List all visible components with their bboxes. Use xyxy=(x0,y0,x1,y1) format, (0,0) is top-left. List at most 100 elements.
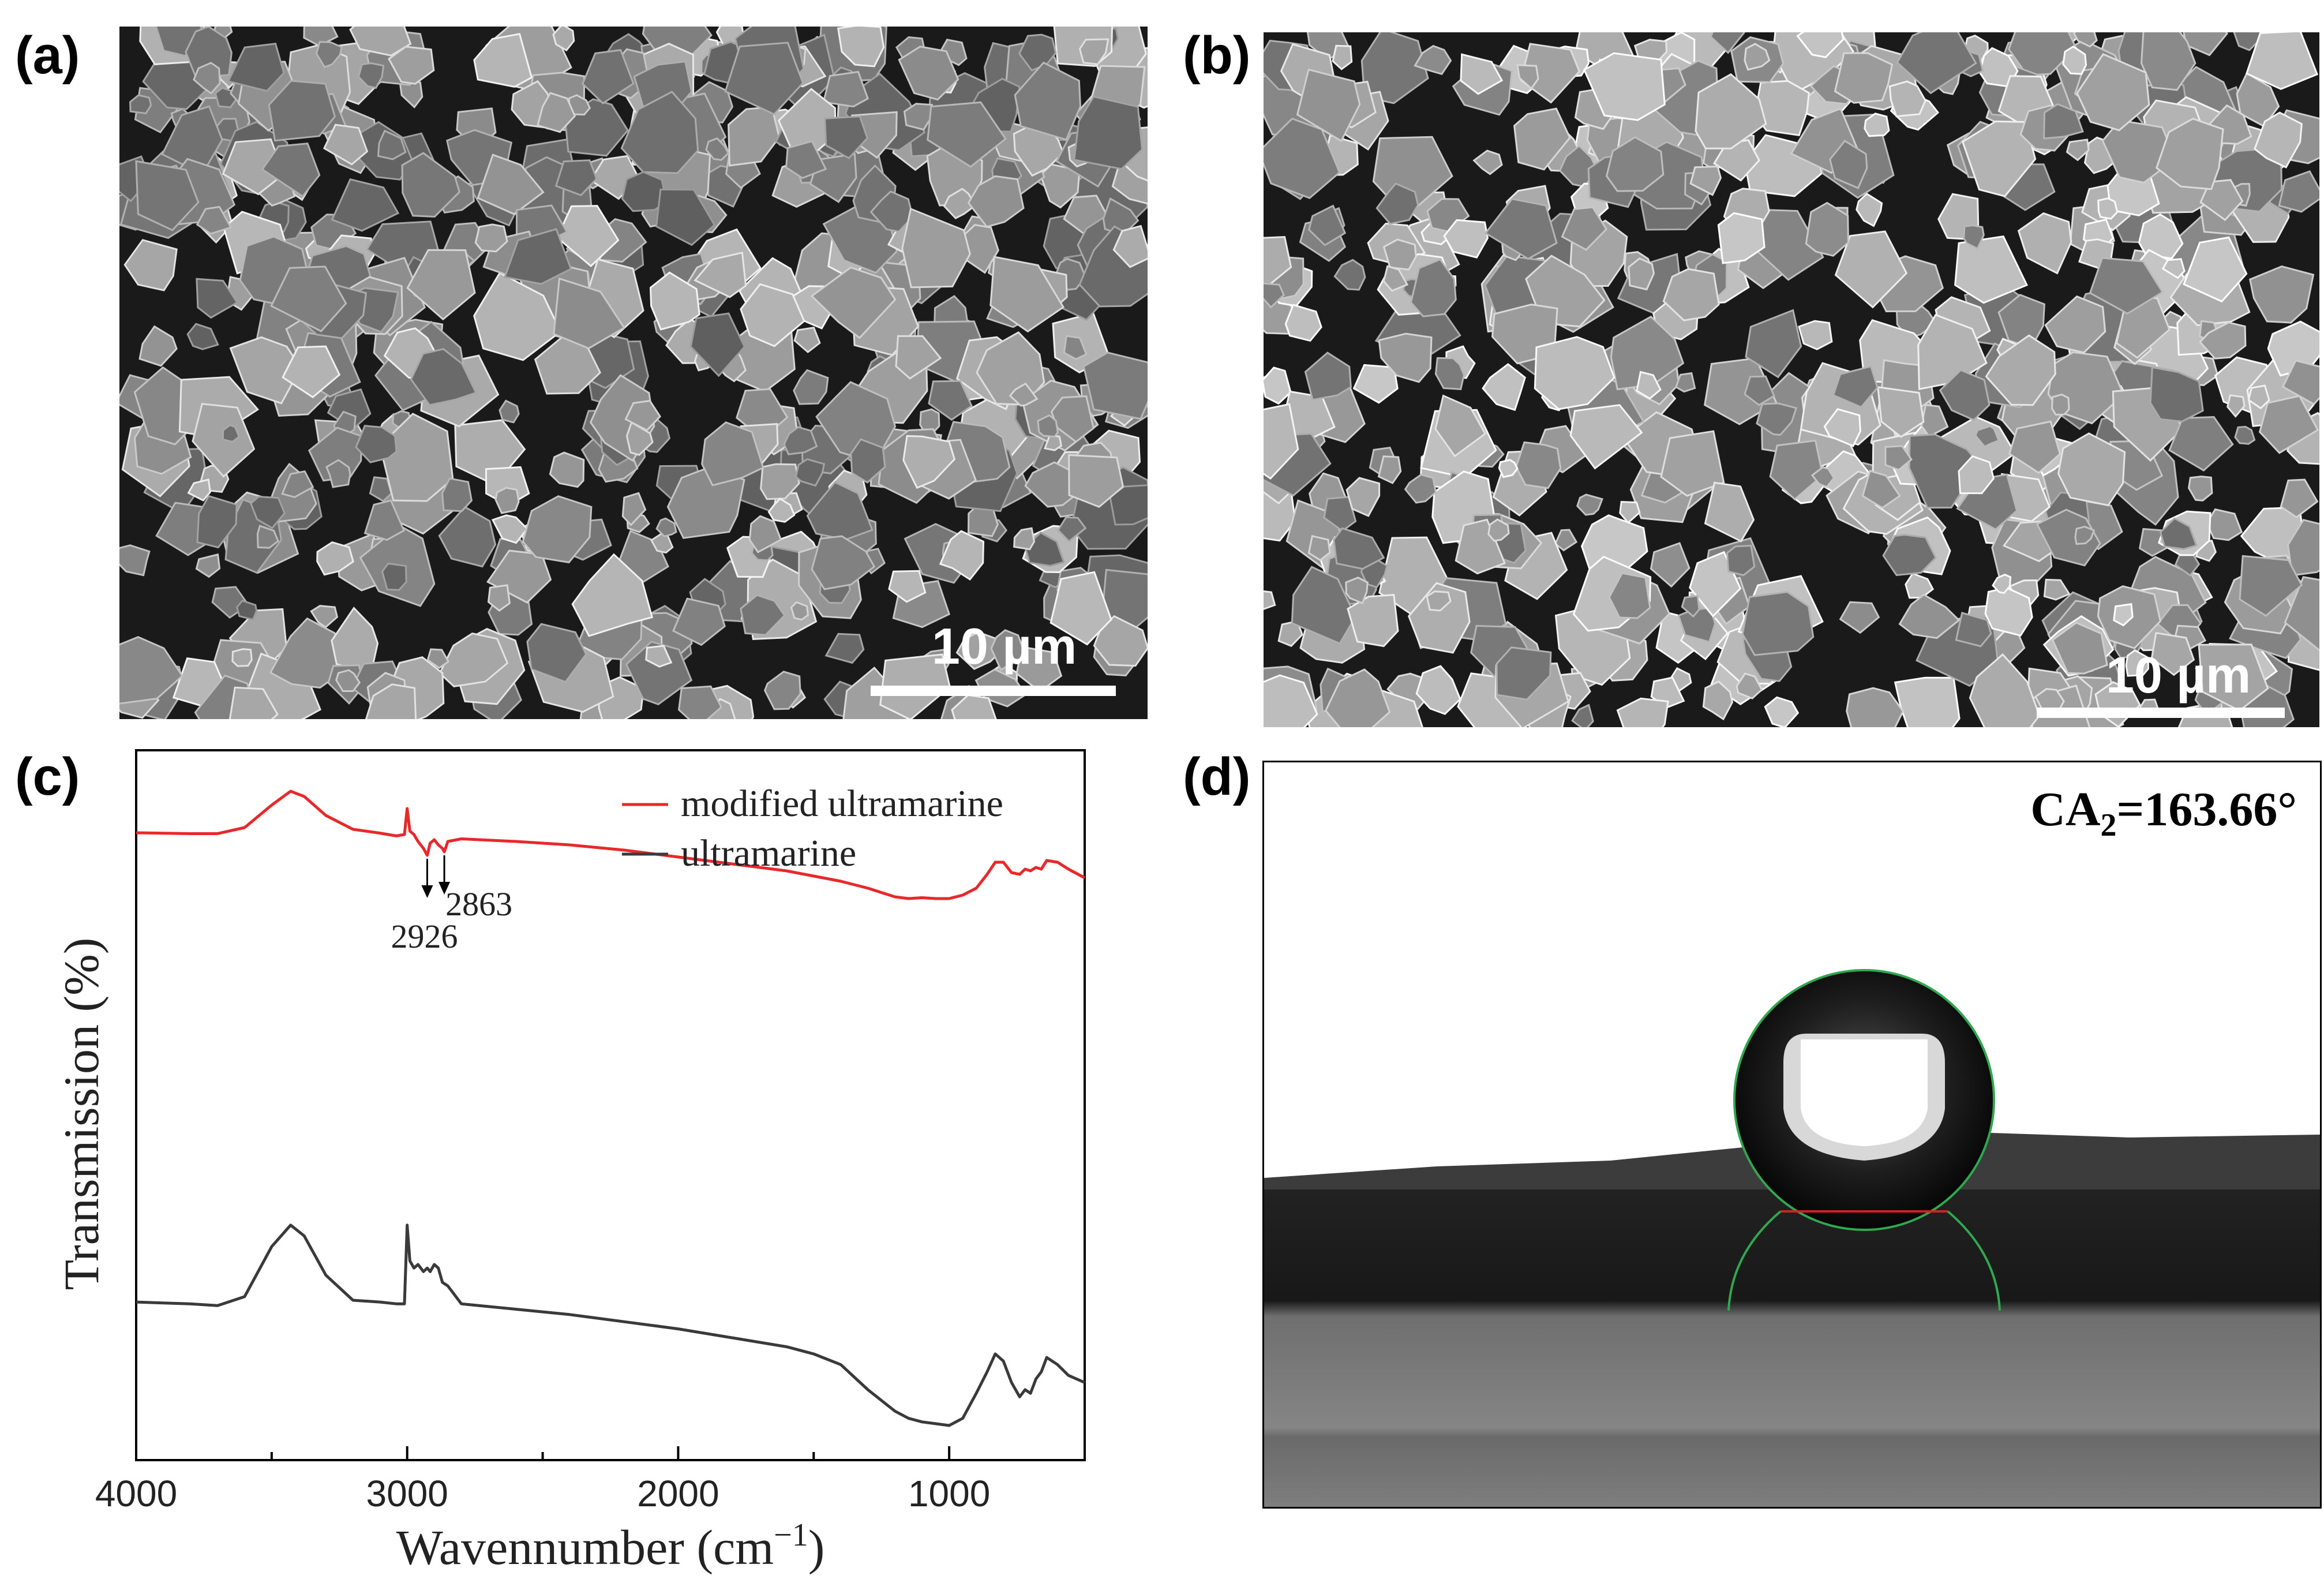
sem-particle xyxy=(767,497,796,523)
sem-particle xyxy=(2149,366,2204,422)
sem-particle xyxy=(1832,365,1879,409)
sem-particles-a xyxy=(119,27,1148,719)
sem-particle xyxy=(2278,170,2319,213)
sem-particle xyxy=(2125,649,2149,677)
sem-particle xyxy=(624,399,662,432)
sem-particle xyxy=(2076,53,2150,132)
sem-particle xyxy=(331,178,400,232)
sem-particle xyxy=(498,399,520,424)
sem-particle xyxy=(138,325,178,367)
sem-particle xyxy=(135,160,200,231)
sem-particle xyxy=(1333,527,1385,570)
sem-particle xyxy=(1798,320,1833,350)
sem-particle xyxy=(2036,508,2101,567)
sem-particle xyxy=(1414,44,1452,76)
sem-particle xyxy=(740,283,805,347)
sem-particle xyxy=(1905,572,1935,599)
sem-particle xyxy=(898,46,959,101)
sem-particle xyxy=(1382,265,1409,292)
sem-particle xyxy=(2089,257,2164,315)
sem-particle xyxy=(552,27,575,52)
sem-particle xyxy=(438,506,497,568)
series-line-modified-ultramarine xyxy=(136,790,1086,900)
sem-particle xyxy=(1014,61,1082,141)
sem-particle xyxy=(186,323,219,350)
sem-particle xyxy=(2246,32,2319,90)
sem-particle xyxy=(1745,309,1802,379)
sem-particle xyxy=(1616,697,1669,727)
sem-particle xyxy=(621,492,647,526)
sem-particle xyxy=(1050,395,1094,443)
sem-particle xyxy=(228,686,279,719)
sem-particle xyxy=(2281,360,2319,406)
sem-particle xyxy=(1284,304,1322,342)
sem-particles-b xyxy=(1264,32,2319,727)
sem-particle xyxy=(357,62,385,89)
sem-particle xyxy=(705,137,730,161)
x-tick-label: 3000 xyxy=(366,1473,448,1514)
sem-particle xyxy=(1068,454,1124,508)
sem-particle xyxy=(355,425,398,463)
sem-particle xyxy=(1628,257,1655,291)
sem-particle xyxy=(649,271,700,331)
sem-particle xyxy=(1619,500,1641,524)
sem-particle xyxy=(1571,704,1594,727)
panel-label-b: (b) xyxy=(1183,26,1251,85)
sem-particle xyxy=(1013,527,1036,551)
sem-particle xyxy=(888,570,927,603)
sem-particle xyxy=(2150,631,2195,676)
sem-particle xyxy=(2008,420,2061,474)
sem-particle xyxy=(2072,32,2098,48)
sem-particle xyxy=(1360,32,1429,104)
sem-particle xyxy=(1882,534,1937,577)
sem-particle xyxy=(620,91,699,174)
ftir-chart: 4000 3000 2000 1000 Transmission (%) Wavenn… xyxy=(54,749,1086,1575)
sem-particle xyxy=(1352,364,1399,404)
sem-particle xyxy=(315,40,343,69)
tangent-right xyxy=(1947,1210,2001,1311)
sem-particle xyxy=(1969,653,2041,727)
sem-particle xyxy=(1043,434,1063,451)
x-axis-tick-labels: 4000 3000 2000 1000 xyxy=(95,1473,991,1514)
sem-particle xyxy=(678,685,722,719)
sem-particle xyxy=(1702,680,1734,721)
sem-particle xyxy=(1861,470,1901,509)
sem-particle xyxy=(1513,107,1571,171)
sem-particle xyxy=(1482,363,1526,411)
sem-particle xyxy=(1662,268,1720,321)
sem-particle xyxy=(1495,646,1552,701)
sem-particle xyxy=(1516,64,1539,90)
sem-particle xyxy=(1291,566,1356,645)
sem-particle xyxy=(1049,571,1112,646)
sem-particle xyxy=(2113,603,2134,627)
x-tick-label: 1000 xyxy=(908,1473,990,1514)
sem-particle xyxy=(1710,32,1745,54)
sem-particle xyxy=(129,94,152,115)
sem-particle xyxy=(1304,351,1352,401)
sem-particle xyxy=(119,544,151,577)
sem-particle xyxy=(2008,32,2078,76)
sem-particle xyxy=(236,600,258,621)
sem-particle xyxy=(261,142,321,198)
sem-particle xyxy=(837,27,885,68)
sem-particle xyxy=(1460,53,1504,95)
sem-particle xyxy=(2247,384,2270,410)
sem-particle xyxy=(1037,414,1059,438)
sem-particle xyxy=(1472,149,1503,175)
sem-particle xyxy=(1487,518,1510,542)
sem-particle xyxy=(249,495,286,529)
sem-particle xyxy=(951,694,997,719)
sem-particle xyxy=(748,515,782,553)
sem-image-b: 10 µm xyxy=(1264,32,2319,727)
sem-particle xyxy=(2156,118,2224,190)
sem-particle xyxy=(1805,201,1850,257)
sem-particle xyxy=(195,553,221,578)
sem-particle xyxy=(1484,198,1558,260)
contact-angle-image: CA2=163.66° xyxy=(1262,761,2322,1509)
sem-particle xyxy=(1296,68,1361,143)
sem-particle xyxy=(571,553,654,637)
sem-particle xyxy=(1894,676,1961,727)
sem-particle xyxy=(365,683,417,719)
sem-particle xyxy=(824,115,869,159)
